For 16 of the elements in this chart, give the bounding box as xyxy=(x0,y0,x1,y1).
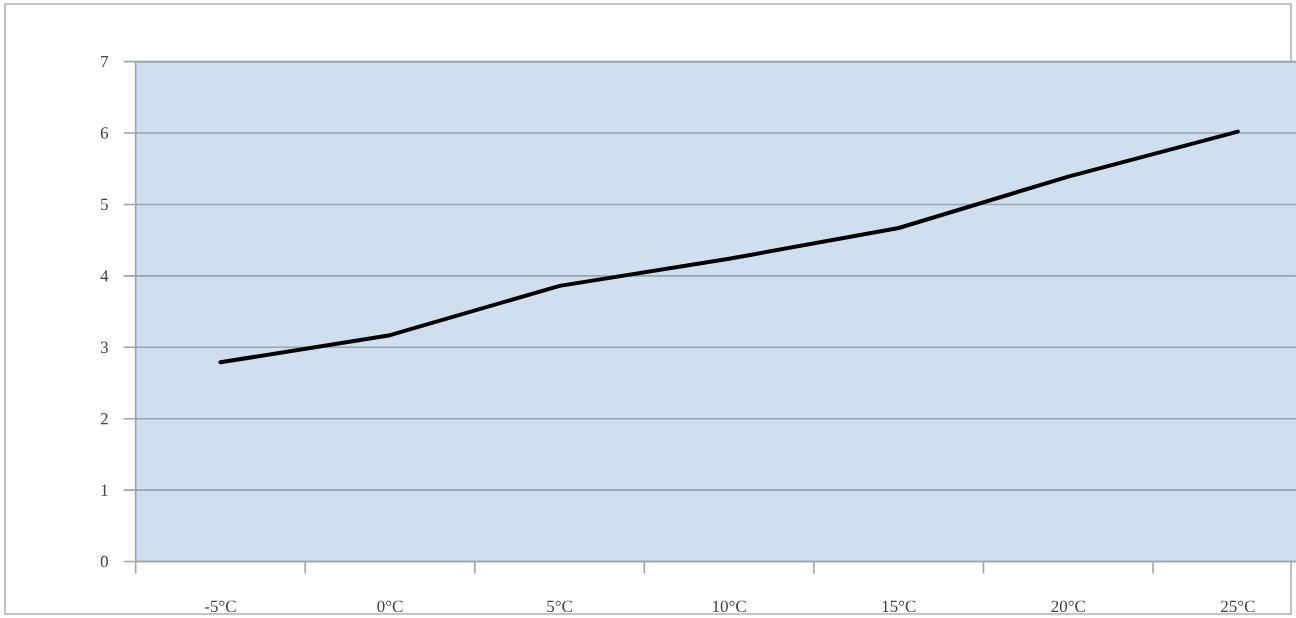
y-tick-label: 7 xyxy=(101,56,109,68)
x-tick-label: 10°C xyxy=(713,600,746,613)
x-tick-label: 15°C xyxy=(882,600,916,613)
y-tick-label: 3 xyxy=(100,341,108,353)
y-tick-label: 2 xyxy=(100,413,108,425)
y-tick-label: 4 xyxy=(100,270,109,282)
x-tick-label: 20°C xyxy=(1051,600,1085,613)
y-tick-label: 6 xyxy=(100,127,109,139)
x-tick-label: 25°C xyxy=(1221,600,1255,613)
y-tick-label: 0 xyxy=(100,555,108,568)
x-tick-label: -5°C xyxy=(204,600,236,613)
line-series xyxy=(218,129,1240,365)
y-tick-label: 5 xyxy=(101,198,108,211)
x-tick-label: 0°C xyxy=(377,600,403,613)
y-tick-label: 1 xyxy=(101,484,108,496)
x-tick-label: 5°C xyxy=(547,600,572,613)
